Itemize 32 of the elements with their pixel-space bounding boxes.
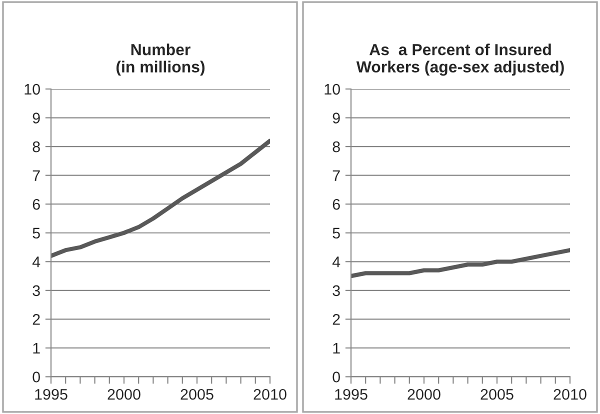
y-tick-label: 1 — [333, 342, 340, 354]
y-tick-label: 5 — [332, 228, 340, 239]
y-tick-label: 9 — [32, 112, 40, 124]
x-tick-label: 2010 — [254, 388, 286, 400]
y-tick-label: 8 — [32, 141, 40, 152]
y-tick-label: 10 — [324, 84, 340, 95]
x-tick-label: 2000 — [408, 388, 440, 400]
chart-title: As a Percent of Insured Workers (age-sex adjusted) — [356, 44, 564, 76]
y-tick-label: 10 — [24, 84, 40, 95]
y-tick-label: 4 — [332, 256, 340, 268]
y-tick-label: 9 — [332, 112, 340, 124]
y-tick-label: 6 — [32, 198, 40, 210]
y-tick-label: 1 — [33, 342, 40, 354]
y-tick-label: 8 — [332, 141, 340, 152]
y-tick-label: 0 — [332, 372, 340, 382]
y-tick-label: 7 — [32, 170, 40, 181]
x-tick-label: 1995 — [335, 388, 368, 400]
y-tick-label: 0 — [32, 372, 40, 382]
y-tick-label: 5 — [32, 228, 40, 239]
y-tick-label: 6 — [332, 198, 340, 210]
x-tick-label: 1995 — [35, 388, 68, 400]
chart-title: Number (in millions) — [116, 44, 205, 76]
y-tick-label: 3 — [332, 285, 340, 296]
y-tick-label: 4 — [32, 256, 40, 268]
y-tick-label: 2 — [332, 314, 340, 325]
y-tick-label: 3 — [32, 285, 40, 296]
x-tick-label: 2005 — [480, 388, 514, 400]
x-tick-label: 2005 — [180, 388, 214, 400]
y-tick-label: 7 — [332, 170, 340, 181]
y-tick-label: 2 — [32, 314, 40, 325]
x-tick-label: 2000 — [108, 388, 140, 400]
x-tick-label: 2010 — [554, 388, 586, 400]
